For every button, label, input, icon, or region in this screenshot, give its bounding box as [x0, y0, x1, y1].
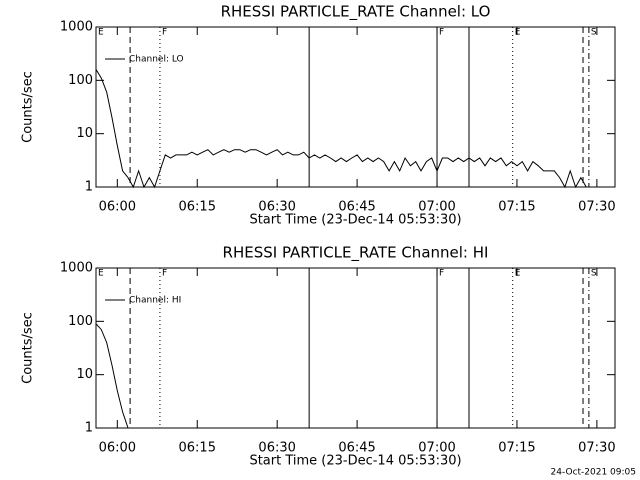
- y-tick-label: 100: [68, 314, 93, 329]
- x-tick-label: 06:45: [338, 200, 375, 215]
- y-axis-label: Counts/sec: [21, 312, 36, 384]
- chart-title: RHESSI PARTICLE_RATE Channel: LO: [221, 3, 491, 22]
- legend-label: Channel: HI: [129, 296, 181, 306]
- data-line: [95, 69, 592, 189]
- y-tick-label: 10: [76, 126, 93, 141]
- x-tick-label: 07:00: [418, 441, 455, 456]
- x-tick-label: 06:00: [99, 200, 136, 215]
- x-axis-label: Start Time (23-Dec-14 05:53:30): [249, 213, 461, 228]
- event-label: E: [98, 269, 104, 279]
- event-label: E: [515, 269, 521, 279]
- chart-title: RHESSI PARTICLE_RATE Channel: HI: [223, 244, 489, 263]
- y-tick-label: 10: [76, 367, 93, 382]
- x-axis-label: Start Time (23-Dec-14 05:53:30): [249, 454, 461, 469]
- x-tick-label: 06:30: [258, 200, 295, 215]
- x-tick-label: 06:15: [179, 441, 216, 456]
- y-tick-label: 100: [68, 73, 93, 88]
- event-label: F: [162, 269, 167, 279]
- x-tick-label: 07:15: [498, 441, 535, 456]
- event-label: F: [162, 28, 167, 38]
- event-label: E: [515, 28, 521, 38]
- x-tick-label: 07:00: [418, 200, 455, 215]
- event-label: E: [98, 28, 104, 38]
- x-tick-label: 07:30: [578, 200, 615, 215]
- y-axis-label: Counts/sec: [21, 71, 36, 143]
- x-tick-label: 06:15: [179, 200, 216, 215]
- x-tick-label: 07:15: [498, 200, 535, 215]
- timestamp: 24-Oct-2021 09:05: [551, 468, 636, 478]
- legend-label: Channel: LO: [129, 55, 184, 65]
- y-tick-label: 1000: [60, 20, 93, 35]
- event-label: F: [439, 28, 444, 38]
- x-tick-label: 07:30: [578, 441, 615, 456]
- data-line: [95, 323, 129, 429]
- x-tick-label: 06:00: [99, 441, 136, 456]
- y-tick-label: 1000: [60, 261, 93, 276]
- event-label: F: [439, 269, 444, 279]
- y-tick-label: 1: [85, 421, 93, 436]
- y-tick-label: 1: [85, 180, 93, 195]
- event-label: S: [591, 269, 597, 279]
- x-tick-label: 06:30: [258, 441, 295, 456]
- event-label: S: [591, 28, 597, 38]
- x-tick-label: 06:45: [338, 441, 375, 456]
